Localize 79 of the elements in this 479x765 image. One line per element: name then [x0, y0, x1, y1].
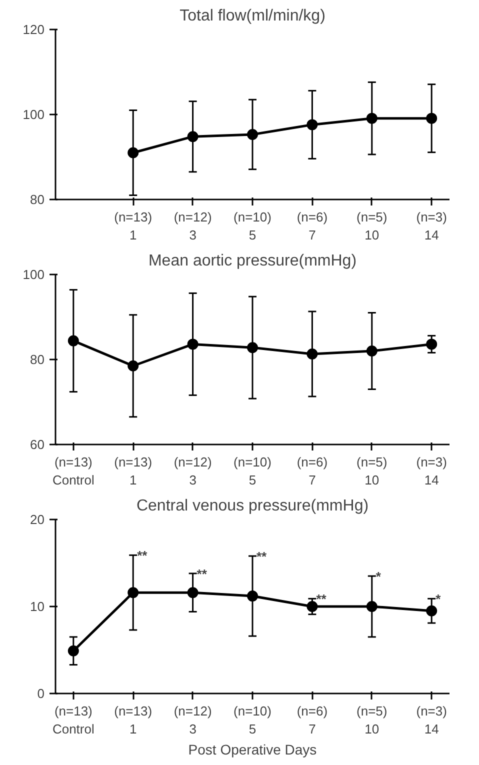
x-tick-label: 10	[364, 472, 380, 488]
text: (n=13)	[114, 210, 152, 224]
x-tick-label: 7	[308, 472, 316, 488]
text: (n=10)	[234, 210, 272, 224]
annotation: **	[256, 549, 268, 564]
point	[187, 131, 198, 142]
point	[128, 147, 139, 158]
text: (n=10)	[234, 704, 272, 718]
x-tick-label: 7	[308, 228, 316, 242]
annotation: *	[436, 592, 442, 607]
point	[426, 605, 438, 616]
x-tick-label: Control	[52, 472, 94, 488]
text: (n=12)	[174, 210, 212, 224]
annotation: *	[376, 569, 382, 584]
point	[187, 338, 198, 350]
point	[426, 338, 438, 350]
x-tick-label: 1	[129, 472, 137, 488]
point	[247, 342, 258, 354]
x-tick-label: 5	[248, 472, 256, 488]
point	[68, 335, 79, 346]
x-tick-label: 1	[129, 228, 137, 242]
y-tick-label: 10	[30, 599, 45, 614]
point	[187, 587, 198, 598]
x-tick-label: 10	[364, 722, 380, 736]
text: (n=12)	[174, 454, 212, 470]
x-tick-label: 5	[248, 722, 256, 736]
point	[68, 645, 79, 656]
point	[366, 112, 378, 124]
chart-title: Total flow(ml/min/kg)	[180, 8, 326, 24]
point	[128, 587, 139, 598]
point	[306, 119, 318, 130]
x-tick-label: 5	[248, 228, 256, 242]
y-tick-label: 100	[22, 267, 45, 282]
y-tick-label: 120	[22, 22, 45, 37]
y-tick-label: 60	[30, 437, 45, 452]
chart-title: Central venous pressure(mmHg)	[136, 498, 369, 514]
x-tick-label: 7	[308, 722, 316, 736]
chart-title: Mean aortic pressure(mmHg)	[148, 252, 357, 270]
text: (n=13)	[54, 454, 92, 470]
y-tick-label: 0	[37, 686, 45, 701]
text: (n=13)	[54, 704, 92, 718]
text: (n=10)	[234, 454, 272, 470]
x-tick-label: 3	[189, 472, 196, 488]
annotation: **	[316, 592, 328, 607]
y-tick-label: 80	[30, 352, 45, 367]
point	[306, 601, 318, 612]
text: (n=3)	[416, 454, 447, 470]
x-tick-label: 3	[189, 228, 196, 242]
text: (n=6)	[296, 210, 328, 224]
text: (n=3)	[416, 210, 447, 224]
text: (n=12)	[174, 704, 212, 718]
x-tick-label: 3	[189, 722, 196, 736]
text: (n=13)	[114, 454, 152, 470]
x-tick-label: 1	[129, 722, 137, 736]
y-tick-label: 100	[22, 107, 45, 122]
text: (n=3)	[416, 704, 447, 718]
point	[128, 360, 139, 372]
point	[426, 112, 438, 124]
annotation: **	[137, 548, 148, 564]
x-tick-label: Control	[52, 722, 94, 736]
text: (n=5)	[356, 210, 388, 224]
x-tick-label: 14	[424, 722, 439, 736]
annotation: **	[196, 566, 208, 582]
point	[366, 601, 378, 612]
text: (n=6)	[296, 704, 328, 718]
text: (n=6)	[296, 454, 328, 470]
x-tick-label: 14	[424, 228, 439, 242]
x-axis-title: Post Operative Days	[188, 742, 317, 758]
text: (n=5)	[356, 454, 388, 470]
point	[247, 590, 258, 602]
x-tick-label: 10	[364, 228, 380, 242]
point	[247, 128, 258, 140]
text: (n=5)	[356, 704, 388, 718]
x-tick-label: 14	[424, 472, 439, 488]
text: (n=13)	[114, 704, 152, 718]
y-tick-label: 80	[30, 192, 45, 207]
point	[306, 348, 318, 360]
point	[366, 346, 378, 356]
y-tick-label: 20	[30, 512, 45, 527]
